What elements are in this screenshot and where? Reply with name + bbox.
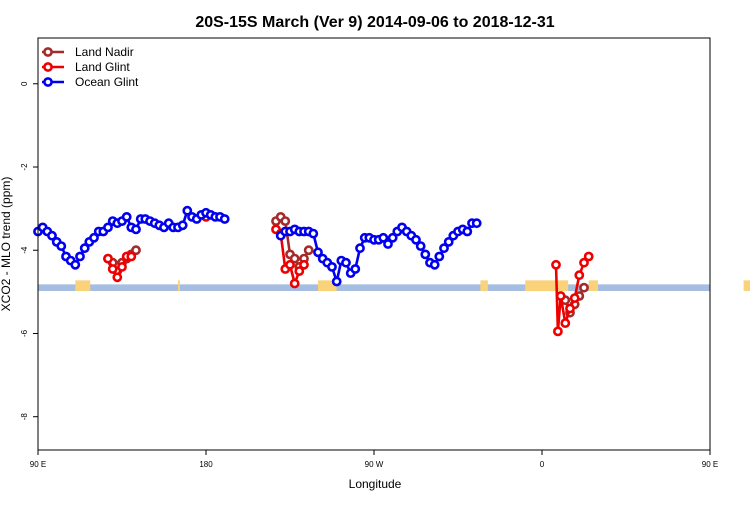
data-point [411,234,421,245]
legend-item-land-nadir: Land Nadir [42,45,134,59]
x-tick-label: 90 E [702,460,718,469]
data-point [574,270,585,281]
data-point [434,251,445,262]
legend-label: Ocean Glint [75,75,139,89]
x-tick-label: 90 W [365,460,384,469]
data-point [579,282,589,293]
data-point [177,220,188,231]
data-point [583,251,594,262]
legend-swatch-marker [43,47,53,57]
data-point [471,218,482,229]
series-layer [33,205,594,337]
data-point [75,251,85,262]
data-point [219,214,230,224]
data-point [429,259,440,270]
data-point [560,318,571,328]
data-point [112,272,123,283]
y-tick-label: -6 [20,329,29,337]
data-point [299,259,309,270]
data-point [383,239,393,249]
surface-type-strip [38,280,750,292]
data-point [289,253,300,264]
legend-item-ocean-glint: Ocean Glint [42,75,139,89]
data-point [294,266,305,276]
x-tick-label: 0 [540,460,545,469]
data-point [121,211,132,222]
land-strip [480,280,488,292]
data-point [327,261,337,272]
y-tick-label: -8 [20,413,29,421]
data-point [107,264,118,274]
ocean-strip [38,284,710,292]
x-axis-title: Longitude [349,477,402,491]
x-tick-label: 180 [199,460,213,469]
legend-swatch-marker [43,77,53,87]
land-strip [525,280,569,292]
x-tick-label: 90 E [30,460,46,469]
land-strip [178,280,180,292]
data-point [565,303,575,314]
legend-label: Land Glint [75,60,130,74]
data-point [420,249,431,260]
data-point [387,232,398,243]
land-strip [743,280,750,292]
data-point [131,224,141,235]
data-point [285,259,295,270]
data-point [117,261,127,272]
data-point [439,243,449,254]
data-point [555,291,566,301]
data-point [443,236,454,247]
land-strip [75,280,91,292]
data-point [308,228,319,239]
data-point [70,259,81,270]
data-point [551,259,561,270]
data-point [569,293,580,303]
data-point [289,278,300,289]
data-point [341,257,351,268]
land-strip [318,280,337,292]
y-tick-label: -4 [20,246,29,254]
data-point [47,230,57,241]
data-point [331,276,342,287]
data-point [131,245,141,256]
x-axis: 90 E 180 90 W 0 90 E [30,450,718,469]
legend-label: Land Nadir [75,45,134,59]
chart-title: 20S-15S March (Ver 9) 2014-09-06 to 2018… [195,14,554,31]
data-point [56,241,67,251]
data-point [103,222,113,233]
data-point [350,264,361,274]
data-point [303,245,314,256]
series-land-glint [103,211,594,337]
data-point [79,243,90,254]
y-axis-title: XCO2 - MLO trend (ppm) [0,177,13,312]
data-point [378,232,389,243]
data-point [579,257,589,268]
legend-swatch-marker [43,62,53,72]
data-point [182,205,193,216]
land-strip [588,280,598,292]
series-ocean-glint [33,205,482,287]
data-point [415,241,426,251]
legend-item-land-glint: Land Glint [42,60,130,74]
y-tick-label: -2 [20,163,29,171]
data-point [553,326,563,337]
y-tick-label: 0 [20,81,29,86]
data-point [126,251,137,262]
data-point [313,247,323,258]
data-point [89,232,99,243]
data-point [103,253,113,264]
data-point [462,226,473,237]
data-point [280,216,291,226]
y-axis: 0 -2 -4 -6 -8 [20,81,38,420]
data-point [355,243,365,254]
